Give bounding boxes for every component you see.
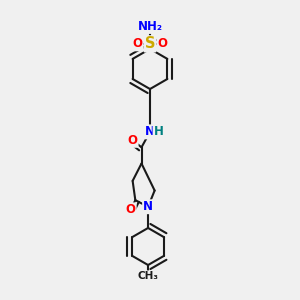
Text: O: O (128, 134, 138, 147)
Text: O: O (133, 37, 142, 50)
Text: O: O (158, 37, 167, 50)
Text: S: S (145, 36, 155, 51)
Text: CH₃: CH₃ (138, 271, 159, 281)
Text: NH₂: NH₂ (137, 20, 163, 33)
Text: N: N (145, 125, 155, 138)
Text: O: O (126, 203, 136, 216)
Text: N: N (143, 200, 153, 213)
Text: H: H (154, 125, 164, 138)
